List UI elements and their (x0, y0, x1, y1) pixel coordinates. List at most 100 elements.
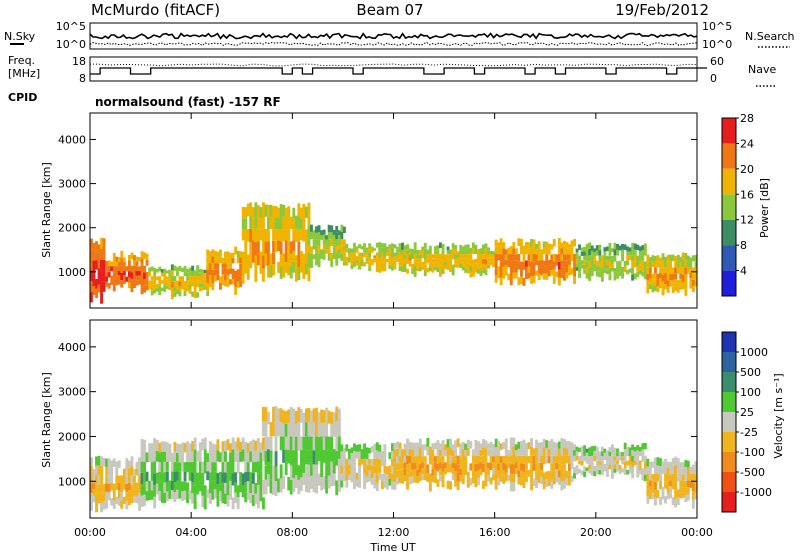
data-cell (168, 286, 172, 291)
data-cell (454, 478, 458, 487)
data-cell (487, 250, 490, 255)
data-cell (408, 456, 412, 464)
data-cell (494, 275, 498, 283)
data-cell (530, 446, 533, 456)
data-cell (239, 275, 243, 281)
data-cell (489, 448, 493, 456)
data-cell (684, 253, 688, 261)
data-cell (436, 463, 440, 472)
data-cell (659, 262, 662, 268)
data-cell (643, 442, 647, 450)
data-cell (112, 259, 116, 266)
data-cell (482, 439, 485, 448)
data-cell (428, 262, 432, 268)
data-cell (297, 216, 301, 229)
data-cell (666, 280, 670, 287)
data-cell (636, 472, 640, 478)
data-cell (360, 448, 364, 455)
data-cell (449, 464, 452, 473)
data-cell (155, 284, 159, 288)
data-cell (565, 242, 569, 249)
data-cell (606, 265, 609, 270)
data-cell (143, 285, 146, 293)
data-cell (201, 283, 205, 287)
data-cell (626, 469, 630, 475)
data-cell (423, 456, 427, 463)
data-cell (348, 248, 351, 251)
data-cell (277, 229, 281, 241)
data-cell (133, 260, 136, 266)
data-cell (365, 261, 369, 264)
data-cell (489, 463, 493, 471)
data-cell (287, 450, 291, 464)
data-cell (494, 464, 498, 473)
data-cell (368, 266, 372, 271)
data-cell (140, 473, 144, 485)
data-cell (188, 276, 192, 281)
data-cell (133, 266, 136, 272)
data-cell (431, 258, 435, 264)
data-cell (603, 251, 607, 256)
data-cell (643, 462, 647, 469)
data-cell (317, 246, 321, 254)
data-cell (388, 244, 392, 249)
data-cell (193, 270, 197, 276)
data-cell (176, 285, 179, 290)
data-cell (307, 225, 311, 233)
data-cell (370, 246, 374, 250)
data-cell (484, 440, 488, 449)
data-cell (598, 255, 602, 261)
data-cell (239, 251, 243, 258)
data-cell (239, 281, 243, 287)
data-cell (130, 272, 134, 279)
data-cell (451, 462, 455, 469)
data-cell (246, 481, 250, 491)
data-cell (112, 285, 116, 292)
data-cell (393, 256, 397, 261)
data-cell (570, 267, 574, 275)
data-cell (380, 261, 384, 267)
data-cell (307, 246, 311, 253)
data-cell (375, 450, 379, 459)
data-cell (666, 480, 670, 487)
data-cell (416, 449, 420, 456)
data-cell (219, 256, 222, 263)
data-cell (434, 462, 437, 470)
data-cell (666, 461, 670, 468)
data-cell (641, 455, 645, 462)
data-cell (441, 440, 445, 448)
data-cell (107, 260, 111, 266)
data-cell (535, 471, 538, 480)
data-cell (385, 259, 389, 263)
data-cell (216, 274, 220, 281)
data-cell (431, 268, 435, 273)
data-cell (249, 451, 253, 462)
data-cell (509, 269, 513, 278)
data-cell (208, 461, 212, 473)
data-cell (332, 234, 336, 240)
data-cell (522, 439, 526, 448)
data-cell (186, 287, 189, 292)
data-cell (208, 440, 212, 452)
data-cell (600, 261, 604, 269)
data-cell (133, 468, 136, 476)
data-cell (160, 272, 164, 277)
data-cell (391, 243, 394, 248)
data-cell (256, 461, 260, 474)
data-cell (451, 474, 455, 480)
data-cell (181, 276, 184, 281)
data-cell (547, 470, 551, 479)
data-cell (90, 493, 93, 502)
data-cell (507, 450, 511, 457)
data-cell (563, 267, 566, 274)
data-cell (471, 259, 475, 266)
data-cell (163, 272, 167, 277)
data-cell (206, 249, 210, 257)
data-cell (158, 481, 162, 492)
data-cell (363, 458, 366, 467)
data-cell (385, 474, 389, 482)
data-cell (90, 238, 93, 250)
data-cell (633, 255, 637, 262)
data-cell (153, 473, 157, 485)
data-cell (497, 455, 501, 464)
